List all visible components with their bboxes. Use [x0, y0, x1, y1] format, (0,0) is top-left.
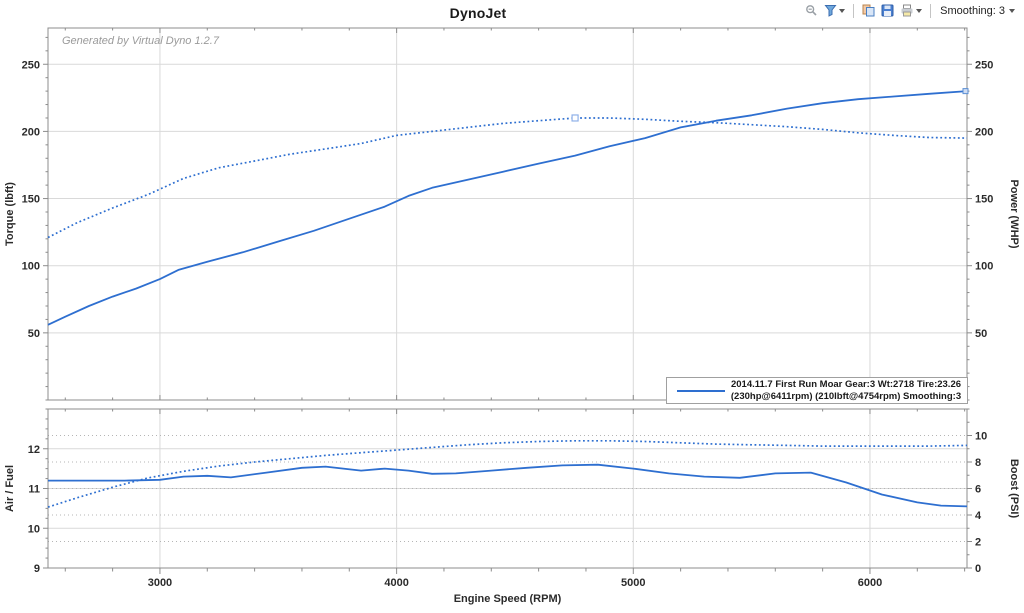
svg-text:150: 150 — [975, 194, 993, 206]
legend-box: 2014.11.7 First Run Moar Gear:3 Wt:2718 … — [666, 377, 968, 404]
svg-text:250: 250 — [22, 59, 40, 71]
svg-text:4: 4 — [975, 510, 982, 522]
svg-text:100: 100 — [975, 261, 993, 273]
chart-panel-1: 3000 4000 5000 6000 Engine Speed (RPM) 9 10 11 1… — [4, 408, 1020, 605]
svg-text:100: 100 — [22, 261, 40, 273]
legend-line2: (230hp@6411rpm) (210lbft@4754rpm) Smooth… — [730, 390, 962, 402]
svg-text:4000: 4000 — [384, 577, 408, 589]
zoom-icon[interactable] — [804, 4, 819, 17]
svg-text:250: 250 — [975, 59, 993, 71]
svg-text:0: 0 — [975, 563, 981, 575]
toolbar: Smoothing: 3 — [804, 2, 1020, 19]
save-icon[interactable] — [880, 4, 895, 17]
page-title: DynoJet — [449, 5, 507, 21]
svg-text:3000: 3000 — [148, 577, 172, 589]
svg-text:Air / Fuel: Air / Fuel — [4, 465, 16, 512]
svg-text:150: 150 — [22, 194, 40, 206]
svg-text:Boost (PSI): Boost (PSI) — [1008, 459, 1020, 519]
print-icon[interactable] — [899, 4, 923, 17]
toolbar-separator — [930, 3, 932, 18]
svg-text:200: 200 — [22, 126, 40, 138]
svg-text:Torque (lbft): Torque (lbft) — [4, 182, 16, 246]
svg-text:200: 200 — [975, 126, 993, 138]
svg-text:6: 6 — [975, 484, 981, 496]
smoothing-dropdown[interactable]: Smoothing: 3 — [938, 4, 1020, 18]
svg-text:50: 50 — [975, 328, 987, 340]
legend-line1: 2014.11.7 First Run Moar Gear:3 Wt:2718 … — [730, 379, 962, 390]
svg-text:5000: 5000 — [621, 577, 645, 589]
chart-filter-icon[interactable] — [823, 4, 846, 17]
chart-panel-0: 50 100 150 200 250 Torque (lbft) 50 100 150 200 25… — [4, 27, 1020, 401]
chevron-down-icon — [839, 8, 846, 13]
svg-text:8: 8 — [975, 457, 981, 469]
watermark-text: Generated by Virtual Dyno 1.2.7 — [62, 35, 219, 47]
toolbar-separator — [853, 3, 855, 18]
svg-text:50: 50 — [28, 328, 40, 340]
svg-text:Power (WHP): Power (WHP) — [1008, 179, 1020, 248]
svg-text:2: 2 — [975, 537, 981, 549]
svg-text:12: 12 — [28, 444, 40, 456]
legend-line-sample — [677, 389, 725, 392]
svg-text:10: 10 — [975, 431, 987, 443]
copy-image-icon[interactable] — [861, 4, 876, 17]
svg-text:Engine Speed (RPM): Engine Speed (RPM) — [454, 593, 562, 605]
svg-text:9: 9 — [34, 563, 40, 575]
legend-label: 2014.11.7 First Run Moar Gear:3 Wt:2718 … — [725, 379, 967, 402]
svg-text:6000: 6000 — [858, 577, 882, 589]
smoothing-label: Smoothing: 3 — [940, 4, 1005, 17]
chevron-down-icon — [916, 8, 923, 13]
chevron-down-icon — [1009, 8, 1015, 13]
svg-text:11: 11 — [28, 484, 40, 496]
svg-text:10: 10 — [28, 523, 40, 535]
